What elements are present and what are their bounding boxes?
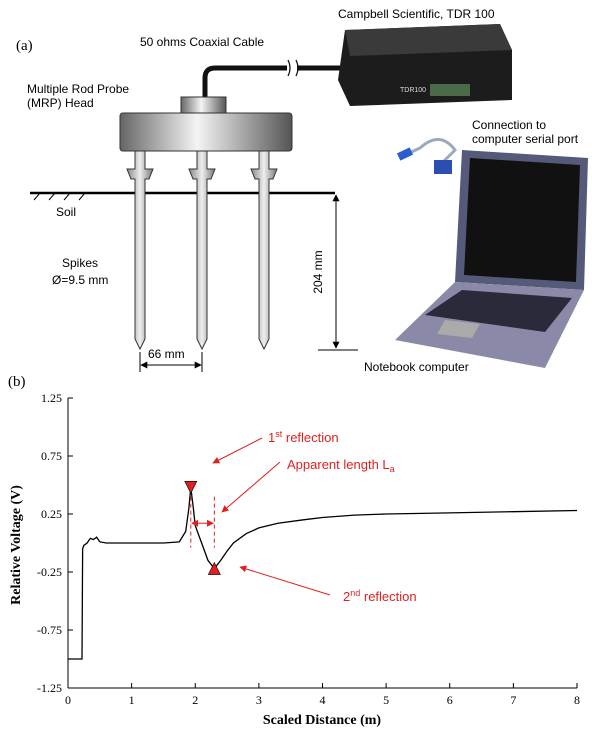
y-tick-label: 0.75 <box>41 449 62 463</box>
probe-label: (MRP) Head <box>27 96 94 110</box>
soil-label: Soil <box>56 205 76 219</box>
panel-label: (a) <box>16 38 33 54</box>
x-tick-label: 0 <box>65 693 71 707</box>
probe-label: Multiple Rod Probe <box>27 82 129 96</box>
laptop-screen <box>464 158 580 282</box>
x-tick-label: 8 <box>574 693 580 707</box>
cable-break <box>287 59 299 77</box>
data-line <box>68 487 578 660</box>
annotation: 1st reflection <box>268 429 339 445</box>
usb-plug <box>396 147 414 161</box>
annotation-part: nd <box>350 588 360 598</box>
annotation-part: Apparent length L <box>287 457 390 472</box>
annotation-part: reflection <box>360 589 416 604</box>
chart: (b) Scaled Distance (m) Relative Voltage… <box>8 374 580 728</box>
y-tick-label: -0.75 <box>37 623 62 637</box>
tdr-label: Campbell Scientific, TDR 100 <box>338 7 495 21</box>
spacing-label: 66 mm <box>148 347 185 361</box>
tdr-connector <box>430 84 470 96</box>
panel-label: (b) <box>8 374 26 390</box>
x-tick-label: 6 <box>447 693 453 707</box>
depth-label: 204 mm <box>311 250 325 293</box>
probe-cap <box>180 96 227 116</box>
probe-head <box>119 112 293 152</box>
rods <box>126 150 278 351</box>
rod <box>250 150 278 351</box>
annotation-arrow <box>239 565 331 596</box>
x-axis-label: Scaled Distance (m) <box>263 713 382 728</box>
tdr-box-text: TDR100 <box>400 87 426 94</box>
x-tick-label: 7 <box>510 693 516 707</box>
rod <box>126 150 154 351</box>
x-tick-label: 5 <box>383 693 389 707</box>
connection-label: computer serial port <box>472 132 579 146</box>
spikes-label: Ø=9.5 mm <box>52 273 108 287</box>
annotation: 2nd reflection <box>343 588 417 604</box>
laptop-touchpad <box>437 320 480 338</box>
computer-label: Notebook computer <box>364 360 469 374</box>
x-tick-label: 4 <box>320 693 326 707</box>
x-tick-label: 2 <box>192 693 198 707</box>
connection-label: Connection to <box>472 118 546 132</box>
annotation: Apparent length La <box>287 457 395 474</box>
y-tick-label: 1.25 <box>41 391 62 405</box>
diagram: (a) 50 ohms Coaxial Cable Campbell Scien… <box>16 7 588 374</box>
y-tick-label: 0.25 <box>41 507 62 521</box>
cable-label: 50 ohms Coaxial Cable <box>140 35 264 49</box>
annotation-arrow <box>212 437 263 464</box>
annotation-part: reflection <box>282 430 338 445</box>
serial-plug <box>434 160 452 174</box>
soil-hatch <box>33 192 86 201</box>
laptop-keyboard <box>425 290 572 332</box>
annotation-part: 2 <box>343 589 350 604</box>
annotation-part: a <box>390 464 395 474</box>
rod <box>188 150 216 351</box>
tdr-box-top <box>345 24 512 56</box>
y-tick-label: -0.25 <box>37 565 62 579</box>
x-tick-label: 3 <box>256 693 262 707</box>
y-axis-label: Relative Voltage (V) <box>9 485 24 605</box>
x-tick-label: 1 <box>129 693 135 707</box>
serial-cable <box>404 138 457 167</box>
reflection-marker <box>184 481 198 494</box>
reflection-marker <box>207 561 221 575</box>
cable <box>202 65 345 98</box>
annotation-part: st <box>275 429 283 439</box>
spikes-label: Spikes <box>62 256 98 270</box>
y-tick-label: -1.25 <box>37 681 62 695</box>
annotation-part: 1 <box>268 430 275 445</box>
annotation-arrow <box>221 461 281 513</box>
